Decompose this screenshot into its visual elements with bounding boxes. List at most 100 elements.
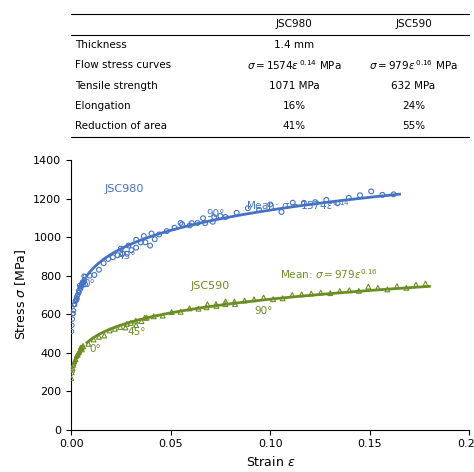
Point [322, 196, 330, 203]
Point [123, 320, 131, 328]
Text: Flow stress curves: Flow stress curves [75, 60, 171, 70]
Point [168, 308, 175, 316]
Text: 0°: 0° [89, 344, 101, 354]
Point [203, 303, 210, 311]
Point [367, 187, 375, 195]
Text: 45°: 45° [118, 251, 136, 261]
Point [104, 255, 112, 262]
Text: 0°: 0° [83, 279, 95, 289]
Point [74, 287, 82, 295]
Point [288, 291, 296, 299]
Point [194, 219, 201, 227]
Point [71, 358, 78, 366]
Point [73, 351, 81, 359]
Point [95, 333, 103, 341]
Point [73, 296, 81, 303]
Point [422, 280, 429, 287]
Point [204, 301, 211, 308]
Point [201, 219, 209, 227]
Point [146, 242, 154, 249]
Point [132, 317, 139, 324]
Point [137, 317, 145, 325]
Point [71, 356, 79, 364]
Point [195, 305, 202, 312]
Point [68, 369, 76, 377]
Point [355, 287, 363, 295]
Point [142, 238, 149, 246]
Point [230, 298, 238, 305]
Point [155, 231, 163, 238]
Point [210, 213, 218, 221]
Point [356, 192, 364, 199]
Point [327, 289, 334, 297]
Text: 1071 MPa: 1071 MPa [269, 81, 319, 91]
Point [69, 366, 76, 374]
Point [100, 332, 108, 339]
Point [255, 206, 263, 213]
Text: 55%: 55% [402, 121, 425, 131]
Point [69, 310, 77, 317]
Text: 1.4 mm: 1.4 mm [274, 40, 314, 50]
Point [76, 283, 84, 290]
Point [76, 347, 83, 354]
X-axis label: Strain $\varepsilon$: Strain $\varepsilon$ [246, 455, 295, 469]
Text: Mean: $\sigma = 979\varepsilon^{0.16}$: Mean: $\sigma = 979\varepsilon^{0.16}$ [280, 267, 378, 280]
Point [365, 283, 372, 290]
Point [250, 295, 258, 303]
Point [143, 314, 151, 321]
Point [70, 301, 78, 309]
Point [141, 314, 148, 321]
Point [74, 349, 82, 357]
Text: 90°: 90° [207, 209, 225, 219]
Point [73, 352, 81, 359]
Point [76, 282, 83, 289]
Point [311, 198, 319, 206]
Point [70, 307, 77, 314]
Point [132, 244, 140, 252]
Point [346, 287, 353, 294]
Text: 632 MPa: 632 MPa [392, 81, 436, 91]
Point [79, 278, 86, 286]
Point [70, 362, 77, 369]
Point [79, 280, 86, 287]
Point [308, 290, 315, 297]
Point [336, 287, 344, 295]
Point [163, 228, 171, 235]
Point [177, 219, 184, 227]
Point [77, 345, 85, 353]
Point [81, 278, 89, 285]
Point [75, 289, 83, 296]
Point [81, 273, 89, 280]
Point [132, 321, 140, 329]
Point [79, 278, 87, 286]
Point [111, 325, 118, 333]
Point [125, 242, 132, 249]
Text: JSC590: JSC590 [395, 19, 432, 29]
Text: $\sigma = 1574\varepsilon^{\,0.14}$ MPa: $\sigma = 1574\varepsilon^{\,0.14}$ MPa [247, 58, 341, 72]
Text: 24%: 24% [402, 101, 425, 111]
Point [70, 310, 77, 317]
Text: Thickness: Thickness [75, 40, 127, 50]
Text: JSC590: JSC590 [191, 280, 230, 291]
Point [71, 301, 78, 308]
Point [298, 291, 305, 298]
Point [68, 328, 75, 335]
Point [178, 220, 186, 228]
Point [118, 250, 126, 257]
Point [74, 291, 82, 298]
Point [279, 295, 286, 302]
Point [393, 282, 401, 290]
Point [199, 214, 207, 222]
Text: Mean: $\sigma = 1574\varepsilon^{0.14}$: Mean: $\sigma = 1574\varepsilon^{0.14}$ [246, 198, 350, 211]
Point [73, 353, 80, 360]
Point [74, 351, 82, 358]
Point [72, 297, 80, 305]
Point [80, 278, 87, 286]
Point [76, 284, 84, 292]
Point [79, 342, 87, 350]
Point [289, 199, 297, 207]
Point [345, 194, 353, 202]
Point [217, 212, 224, 220]
Text: 45°: 45° [128, 327, 146, 337]
Point [128, 246, 135, 254]
